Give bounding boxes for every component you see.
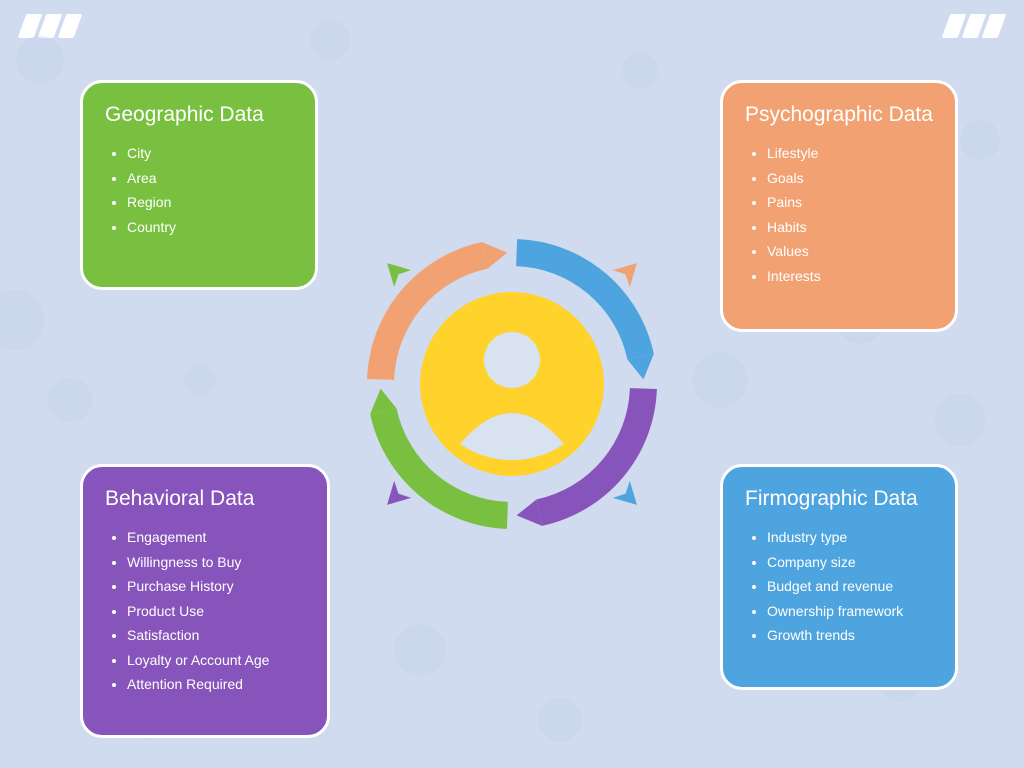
list-item: Attention Required bbox=[127, 672, 305, 697]
list-item: Company size bbox=[767, 550, 933, 575]
outward-pointer bbox=[613, 255, 646, 288]
list-item: Pains bbox=[767, 190, 933, 215]
list-item: Product Use bbox=[127, 599, 305, 624]
psychographic-card: Psychographic Data LifestyleGoalsPainsHab… bbox=[720, 80, 958, 332]
behavioral-card: Behavioral Data EngagementWillingness to … bbox=[80, 464, 330, 738]
bg-dot bbox=[48, 378, 92, 422]
list-item: Satisfaction bbox=[127, 623, 305, 648]
behavioral-list: EngagementWillingness to BuyPurchase His… bbox=[105, 525, 305, 697]
firmographic-card: Firmographic Data Industry typeCompany si… bbox=[720, 464, 958, 690]
bg-dot bbox=[0, 290, 45, 350]
psychographic-title: Psychographic Data bbox=[745, 103, 933, 127]
geographic-card: Geographic Data CityAreaRegionCountry bbox=[80, 80, 318, 290]
bg-dot bbox=[16, 36, 64, 84]
list-item: Area bbox=[127, 166, 293, 191]
firmographic-title: Firmographic Data bbox=[745, 487, 933, 511]
list-item: Interests bbox=[767, 264, 933, 289]
list-item: Growth trends bbox=[767, 623, 933, 648]
person-icon bbox=[484, 332, 540, 388]
list-item: Lifestyle bbox=[767, 141, 933, 166]
bg-dot bbox=[184, 364, 216, 396]
list-item: Budget and revenue bbox=[767, 574, 933, 599]
outward-pointer bbox=[379, 255, 412, 288]
behavioral-title: Behavioral Data bbox=[105, 487, 305, 511]
list-item: Industry type bbox=[767, 525, 933, 550]
bg-dot bbox=[960, 120, 1000, 160]
list-item: Loyalty or Account Age bbox=[127, 648, 305, 673]
firmographic-list: Industry typeCompany sizeBudget and reve… bbox=[745, 525, 933, 648]
list-item: Values bbox=[767, 239, 933, 264]
list-item: Ownership framework bbox=[767, 599, 933, 624]
bg-dot bbox=[934, 394, 986, 446]
geographic-title: Geographic Data bbox=[105, 103, 293, 127]
bg-dot bbox=[394, 624, 446, 676]
list-item: Region bbox=[127, 190, 293, 215]
bg-dot bbox=[538, 698, 582, 742]
logo-top-right bbox=[946, 14, 1002, 38]
list-item: City bbox=[127, 141, 293, 166]
infographic-canvas: Geographic Data CityAreaRegionCountry Psyc… bbox=[0, 0, 1024, 768]
outward-pointer bbox=[613, 481, 646, 514]
list-item: Engagement bbox=[127, 525, 305, 550]
bg-dot bbox=[622, 52, 658, 88]
list-item: Willingness to Buy bbox=[127, 550, 305, 575]
psychographic-list: LifestyleGoalsPainsHabitsValuesInterests bbox=[745, 141, 933, 288]
list-item: Country bbox=[127, 215, 293, 240]
outward-pointer bbox=[379, 481, 412, 514]
bg-dot bbox=[310, 20, 350, 60]
logo-top-left bbox=[22, 14, 78, 38]
center-ring-figure bbox=[347, 219, 677, 549]
bg-dot bbox=[692, 352, 748, 408]
geographic-list: CityAreaRegionCountry bbox=[105, 141, 293, 239]
list-item: Goals bbox=[767, 166, 933, 191]
list-item: Habits bbox=[767, 215, 933, 240]
list-item: Purchase History bbox=[127, 574, 305, 599]
